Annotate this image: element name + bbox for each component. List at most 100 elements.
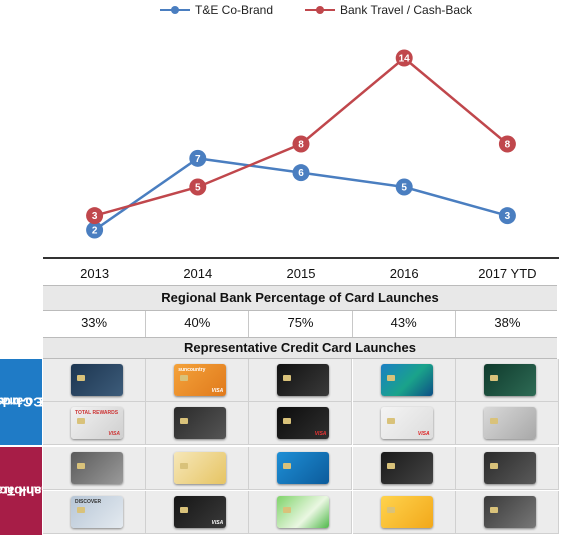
- card-chip-icon: [489, 463, 498, 469]
- card-cell: [43, 447, 146, 490]
- card-brand: DISCOVER: [75, 499, 102, 505]
- data-label: 5: [195, 183, 201, 194]
- credit-card-image: VISA: [277, 407, 330, 439]
- card-cell: DISCOVER: [43, 491, 146, 534]
- card-network-logo: VISA: [211, 388, 224, 394]
- data-point: [86, 207, 104, 225]
- x-tick-label: 2017 YTD: [478, 266, 537, 281]
- credit-card-image: TOTAL REWARDS VISA: [71, 407, 123, 439]
- data-label: 5: [401, 183, 407, 194]
- credit-card-image: suncountry VISA: [174, 364, 227, 396]
- pct-cell: 43%: [353, 311, 456, 337]
- card-row: [43, 447, 559, 490]
- line-chart: 2 7 6 5 3 3 5 8 14 8: [86, 49, 516, 239]
- data-label: 8: [505, 140, 511, 151]
- card-cell: VISA: [352, 402, 456, 445]
- x-axis-line: [43, 257, 559, 259]
- data-point: [189, 149, 207, 167]
- card-brand: TOTAL REWARDS: [75, 410, 119, 416]
- card-chip-icon: [77, 507, 85, 513]
- credit-card-image: [174, 407, 227, 439]
- credit-card-image: [277, 364, 330, 396]
- card-cell: [249, 491, 353, 534]
- card-chip-icon: [180, 507, 189, 513]
- group-label-bank: Bank Travel / Cash-back: [0, 447, 65, 535]
- data-label: 3: [505, 211, 511, 222]
- pct-cell: 33%: [43, 311, 147, 337]
- card-cell: VISA: [146, 491, 250, 534]
- data-point: [498, 207, 516, 225]
- pct-title: Regional Bank Percentage of Card Launche…: [161, 290, 439, 305]
- card-cell: [146, 402, 250, 445]
- card-row: TOTAL REWARDS VISA VISA VISA: [43, 402, 559, 445]
- card-chip-icon: [386, 507, 395, 513]
- card-chip-icon: [180, 463, 189, 469]
- cards-title-band: Representative Credit Card Launches: [43, 337, 557, 359]
- credit-card-image: [380, 496, 433, 528]
- card-chip-icon: [180, 375, 189, 381]
- credit-card-image: [483, 407, 536, 439]
- card-cell: [455, 447, 559, 490]
- card-brand: suncountry: [178, 367, 206, 373]
- credit-card-image: [71, 364, 123, 396]
- credit-card-image: [277, 496, 330, 528]
- card-cell: VISA: [249, 402, 353, 445]
- credit-card-image: [380, 364, 433, 396]
- credit-card-image: VISA: [174, 496, 227, 528]
- data-point: [292, 164, 310, 182]
- pct-title-band: Regional Bank Percentage of Card Launche…: [43, 285, 557, 311]
- card-chip-icon: [283, 375, 292, 381]
- card-cell: [249, 447, 353, 490]
- credit-card-image: DISCOVER: [71, 496, 123, 528]
- card-cell: [43, 359, 146, 402]
- card-row: DISCOVER VISA: [43, 491, 559, 534]
- credit-card-image: [71, 452, 123, 484]
- card-chip-icon: [77, 418, 85, 424]
- group-label-cobrand: Co-brand T&E Cards: [0, 359, 62, 445]
- card-chip-icon: [489, 418, 498, 424]
- credit-card-image: [380, 452, 433, 484]
- legend-swatch-bank-travel: [305, 3, 335, 17]
- card-cell: TOTAL REWARDS VISA: [43, 402, 146, 445]
- card-network-logo: VISA: [417, 431, 430, 437]
- card-cell: [455, 491, 559, 534]
- data-label: 8: [298, 140, 304, 151]
- credit-card-image: [174, 452, 227, 484]
- data-point: [395, 178, 413, 196]
- card-cell: [146, 447, 250, 490]
- x-tick-label: 2013: [80, 266, 110, 281]
- card-cell: [455, 359, 559, 402]
- card-cell: [455, 402, 559, 445]
- pct-row: 33% 40% 75% 43% 38%: [43, 311, 559, 337]
- data-point: [292, 135, 310, 153]
- pct-cell: 75%: [249, 311, 353, 337]
- data-label: 3: [92, 211, 98, 222]
- x-tick-label: 2016: [389, 266, 419, 281]
- credit-card-image: [483, 452, 536, 484]
- legend-item-te-cobrand: T&E Co-Brand: [160, 3, 273, 17]
- legend-item-bank-travel: Bank Travel / Cash-Back: [305, 3, 472, 17]
- credit-card-image: [483, 496, 536, 528]
- data-point: [189, 178, 207, 196]
- card-chip-icon: [386, 418, 395, 424]
- card-cell: suncountry VISA: [146, 359, 250, 402]
- card-cell: [352, 359, 456, 402]
- card-chip-icon: [283, 463, 292, 469]
- data-label: 6: [298, 168, 304, 179]
- card-row: suncountry VISA: [43, 359, 559, 402]
- data-label: 14: [399, 54, 411, 65]
- x-tick-label: 2014: [183, 266, 213, 281]
- legend-swatch-te-cobrand: [160, 3, 190, 17]
- card-chip-icon: [489, 507, 498, 513]
- data-label: 7: [195, 154, 201, 165]
- card-chip-icon: [77, 375, 85, 381]
- card-cell: [352, 447, 456, 490]
- card-network-logo: VISA: [211, 520, 224, 526]
- card-chip-icon: [283, 418, 292, 424]
- data-point: [86, 221, 104, 239]
- data-point: [395, 49, 413, 67]
- card-network-logo: VISA: [108, 431, 120, 437]
- chart-legend: T&E Co-Brand Bank Travel / Cash-Back: [0, 1, 561, 19]
- card-chip-icon: [180, 418, 189, 424]
- card-cell: [249, 359, 353, 402]
